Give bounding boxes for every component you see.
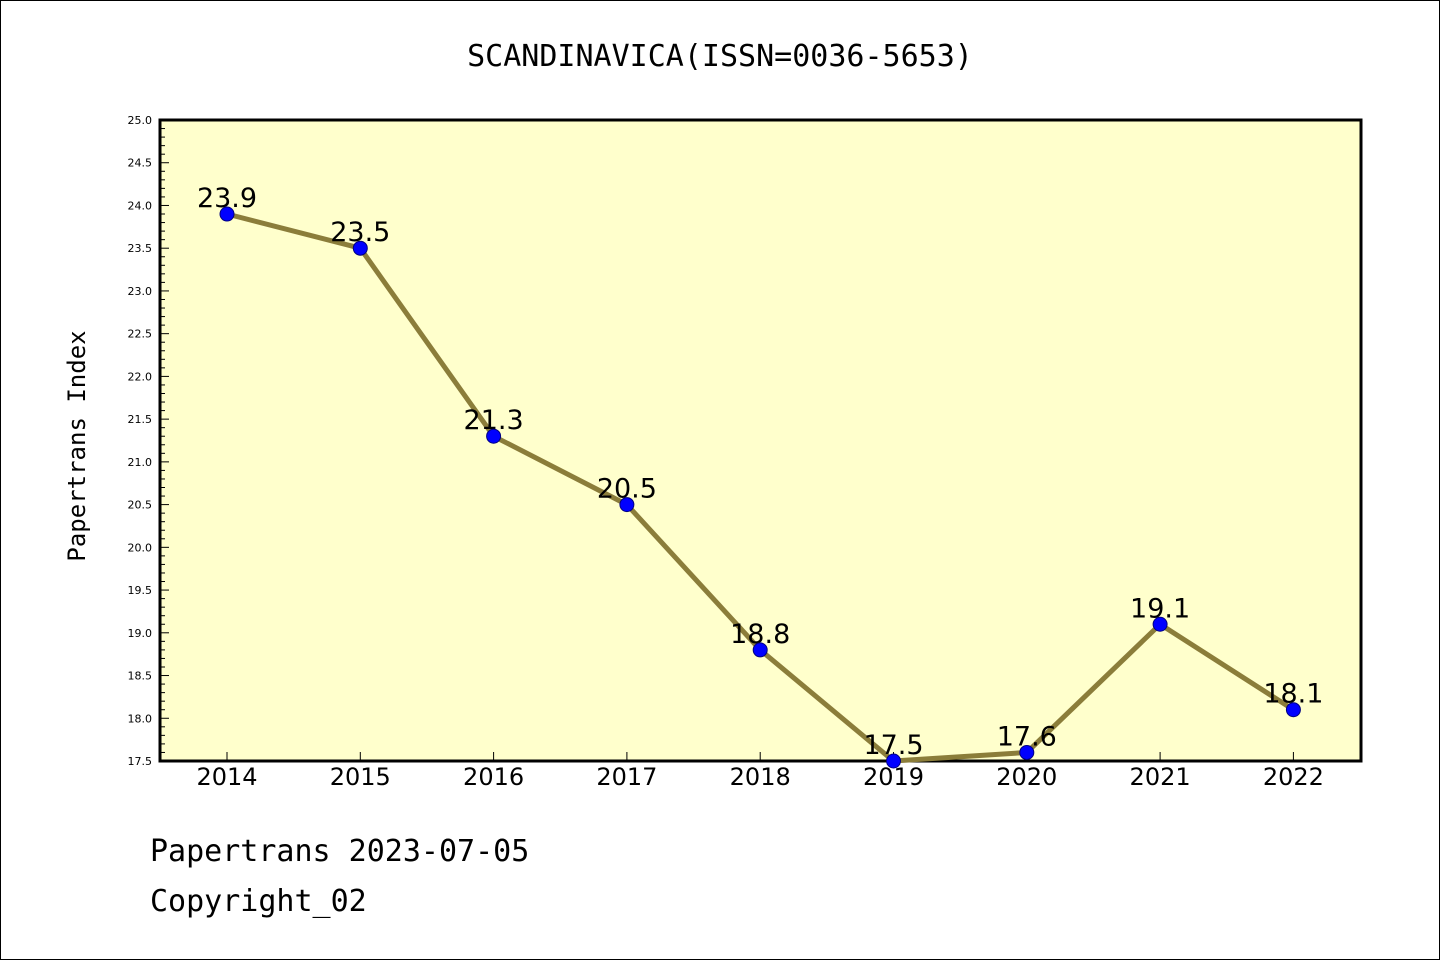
x-tick-label: 2022 (1263, 763, 1324, 791)
x-tick-label: 2014 (196, 763, 257, 791)
y-tick-label: 22.0 (128, 370, 153, 383)
footer-date-line: Papertrans 2023-07-05 (150, 834, 530, 869)
chart-title: SCANDINAVICA(ISSN=0036-5653) (467, 39, 973, 74)
x-tick-label: 2015 (330, 763, 391, 791)
data-point (219, 206, 235, 222)
y-tick-label: 21.5 (128, 413, 153, 426)
series-group: 23.923.521.320.518.817.5 17.619.118.1 (197, 183, 1323, 769)
y-tick-label: 19.0 (128, 627, 153, 640)
y-tick-label: 23.0 (128, 285, 153, 298)
y-tick-label: 19.5 (128, 584, 153, 597)
y-axis: 17.5 18.0 18.5 19.0 19.5 20.0 20.5 21.0 21.5 22.0… (128, 114, 169, 768)
data-point (752, 642, 768, 658)
x-tick-label: 2017 (596, 763, 657, 791)
data-point (352, 240, 368, 256)
x-tick-label: 2020 (996, 763, 1057, 791)
data-point (1285, 702, 1301, 718)
data-point (486, 428, 502, 444)
data-point (1019, 744, 1035, 760)
y-tick-label: 22.5 (128, 328, 153, 341)
y-tick-label: 17.5 (128, 755, 153, 768)
y-tick-label: 18.0 (128, 712, 153, 725)
data-point (1152, 616, 1168, 632)
data-point (619, 497, 635, 513)
y-tick-label: 24.0 (128, 199, 153, 212)
y-tick-label: 20.5 (128, 499, 153, 512)
y-tick-label: 23.5 (128, 242, 153, 255)
data-point (886, 753, 901, 769)
y-tick-label: 21.0 (128, 456, 153, 469)
y-axis-label: Papertrans Index (63, 330, 91, 561)
y-tick-label: 18.5 (128, 670, 153, 683)
footer-copyright: Copyright_02 (150, 884, 367, 919)
y-tick-label: 25.0 (128, 114, 153, 127)
x-tick-label: 2016 (463, 763, 524, 791)
x-tick-label: 2018 (730, 763, 791, 791)
y-tick-label: 20.0 (128, 541, 153, 554)
plot-area (158, 118, 1363, 763)
x-tick-label: 2021 (1130, 763, 1191, 791)
y-tick-label: 24.5 (128, 157, 153, 170)
